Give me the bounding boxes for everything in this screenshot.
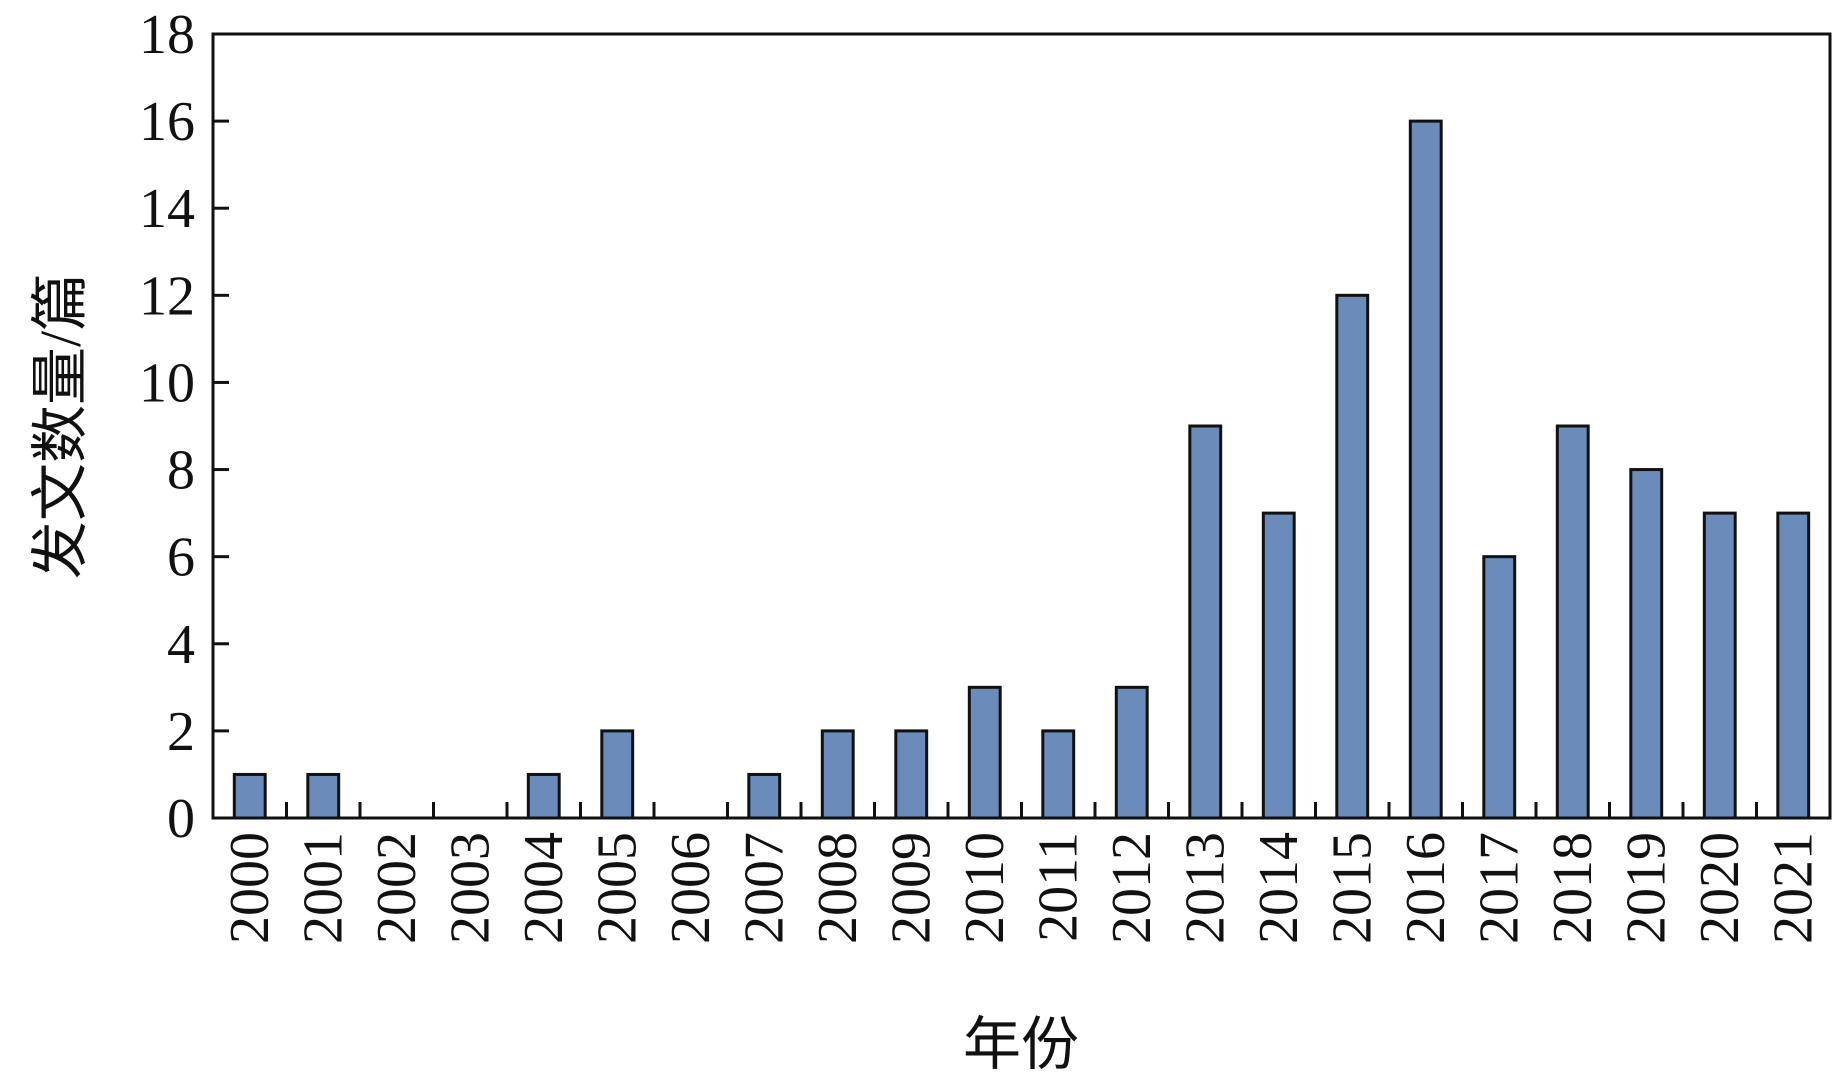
x-tick-label: 2015 bbox=[1321, 832, 1383, 944]
x-tick-label: 2021 bbox=[1762, 832, 1824, 944]
bar-2021 bbox=[1776, 511, 1811, 820]
bar-2020 bbox=[1702, 511, 1737, 820]
y-tick-label: 2 bbox=[167, 701, 195, 763]
y-tick-label: 16 bbox=[139, 91, 195, 153]
x-tick-label: 2006 bbox=[660, 832, 722, 944]
x-tick-label: 2009 bbox=[880, 832, 942, 944]
bar-2014 bbox=[1261, 511, 1296, 820]
bar-2004 bbox=[526, 772, 561, 820]
y-axis-ticks: 0 2 4 6 8 10 12 14 16 18 bbox=[139, 4, 229, 850]
bar-2001 bbox=[306, 772, 341, 820]
x-tick-label: 2008 bbox=[807, 832, 869, 944]
bar-2010 bbox=[967, 685, 1002, 820]
x-tick-label: 2000 bbox=[219, 832, 281, 944]
bar-2008 bbox=[820, 729, 855, 820]
y-tick-label: 4 bbox=[167, 614, 195, 676]
x-tick-label: 2012 bbox=[1101, 832, 1163, 944]
bar-2009 bbox=[894, 729, 929, 820]
x-axis-ticks: 2000 2001 2002 2003 2004 2005 2006 2007 2008 2009… bbox=[219, 802, 1824, 944]
x-tick-label: 2020 bbox=[1689, 832, 1751, 944]
y-tick-label: 12 bbox=[139, 265, 195, 327]
y-axis-label: 发文数量/篇 bbox=[28, 273, 93, 579]
bar-2015 bbox=[1335, 293, 1370, 820]
bar-2000 bbox=[232, 772, 267, 820]
y-tick-label: 10 bbox=[139, 352, 195, 414]
bar-2019 bbox=[1629, 468, 1664, 820]
x-tick-label: 2019 bbox=[1615, 832, 1677, 944]
y-tick-label: 6 bbox=[167, 527, 195, 589]
bar-2011 bbox=[1041, 729, 1076, 820]
x-tick-label: 2016 bbox=[1395, 832, 1457, 944]
bar-2017 bbox=[1482, 555, 1517, 820]
bar-2018 bbox=[1555, 424, 1590, 820]
x-tick-label: 2011 bbox=[1027, 832, 1089, 942]
x-tick-label: 2010 bbox=[954, 832, 1016, 944]
x-tick-label: 2014 bbox=[1248, 832, 1310, 944]
x-tick-label: 2018 bbox=[1542, 832, 1604, 944]
bar-2012 bbox=[1114, 685, 1149, 820]
x-tick-label: 2002 bbox=[366, 832, 428, 944]
x-tick-label: 2001 bbox=[292, 832, 354, 944]
y-tick-label: 0 bbox=[167, 788, 195, 850]
bar-2016 bbox=[1408, 119, 1443, 820]
bar-2005 bbox=[600, 729, 635, 820]
x-axis-label: 年份 bbox=[963, 1012, 1079, 1077]
x-tick-label: 2013 bbox=[1174, 832, 1236, 944]
x-tick-label: 2004 bbox=[513, 832, 575, 944]
x-tick-label: 2005 bbox=[586, 832, 648, 944]
bar-2007 bbox=[747, 772, 782, 820]
y-tick-label: 14 bbox=[139, 178, 195, 240]
x-tick-label: 2003 bbox=[439, 832, 501, 944]
x-tick-label: 2017 bbox=[1468, 832, 1530, 944]
x-tick-label: 2007 bbox=[733, 832, 795, 944]
y-tick-label: 8 bbox=[167, 440, 195, 502]
y-tick-label: 18 bbox=[139, 4, 195, 66]
bar-2013 bbox=[1188, 424, 1223, 820]
bars-group bbox=[232, 119, 1811, 820]
